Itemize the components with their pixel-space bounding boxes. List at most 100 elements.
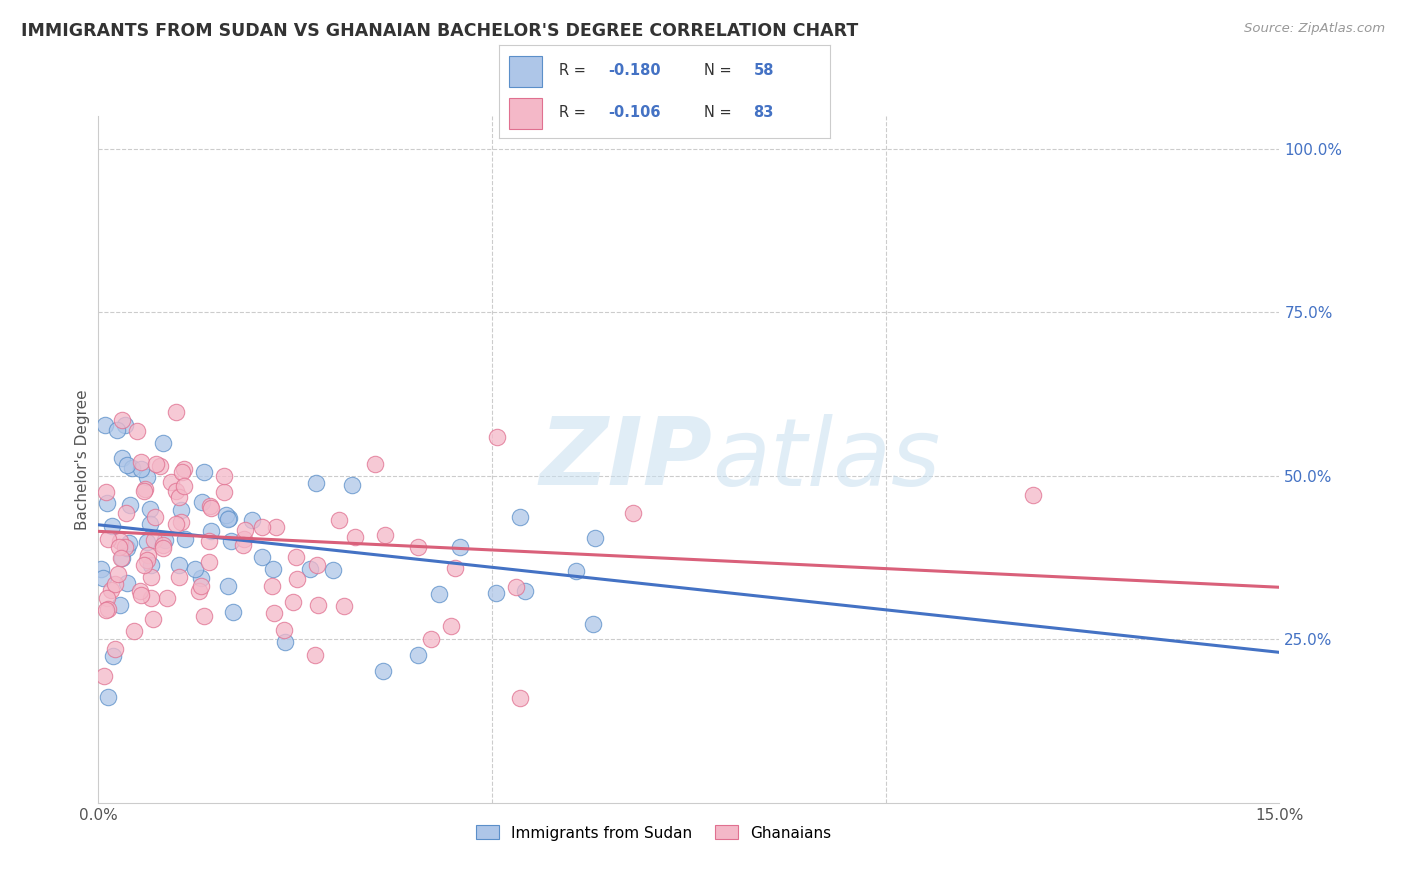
Point [139,591,162,605]
Point [284,550,307,565]
Point [103,577,125,591]
Point [509,509,531,524]
Point [118,536,141,550]
Point [262,562,284,576]
Point [152,541,174,556]
Text: -0.106: -0.106 [609,105,661,120]
Point [328,513,350,527]
Point [582,617,605,632]
Point [307,558,329,572]
Point [136,552,159,566]
Point [307,598,329,612]
Point [104,641,127,656]
Y-axis label: Bachelor's Degree: Bachelor's Degree [75,389,90,530]
Point [200,524,222,538]
Point [107,566,129,581]
Point [190,571,212,585]
Point [583,532,606,546]
Point [274,634,297,648]
Point [214,485,236,500]
Point [136,535,159,549]
Point [117,458,139,472]
Point [129,588,152,602]
Point [121,460,143,475]
Point [200,500,222,515]
Text: R =: R = [558,105,591,120]
Point [198,555,221,569]
Point [449,540,471,554]
Point [505,581,527,595]
Point [304,648,326,662]
Point [94,417,117,432]
Point [110,550,132,565]
Point [96,591,118,605]
Text: ZIP: ZIP [540,413,713,506]
Point [344,530,367,544]
Point [187,583,209,598]
Point [250,520,273,534]
Point [232,538,254,552]
Point [263,606,285,620]
Point [198,499,221,513]
Point [260,579,283,593]
Point [132,483,155,498]
Point [152,436,174,450]
Point [114,418,136,433]
Point [136,548,159,562]
Point [167,558,190,572]
Point [305,475,328,490]
Point [105,423,128,437]
Point [406,648,429,662]
Point [134,558,156,572]
Point [250,549,273,564]
Point [322,563,344,577]
Point [142,612,165,626]
Point [108,599,131,613]
Text: 58: 58 [754,63,775,78]
Point [191,495,214,509]
Point [217,579,239,593]
Point [139,501,162,516]
Point [184,562,207,576]
Text: 83: 83 [754,105,773,120]
Point [406,540,429,554]
Point [420,632,443,647]
Point [219,534,242,549]
FancyBboxPatch shape [509,56,543,87]
Legend: Immigrants from Sudan, Ghanaians: Immigrants from Sudan, Ghanaians [470,820,838,847]
Point [143,510,166,524]
Point [127,424,149,438]
Text: -0.180: -0.180 [609,63,661,78]
Text: atlas: atlas [713,414,941,505]
Point [513,583,536,598]
Point [193,609,215,624]
Point [111,550,134,565]
Point [169,490,191,504]
Text: R =: R = [558,63,591,78]
Point [153,533,176,547]
Point [97,532,120,546]
Point [340,477,363,491]
Point [94,485,117,500]
Point [139,517,162,532]
Point [217,512,239,526]
Point [173,532,195,546]
Point [298,562,321,576]
Point [93,668,115,682]
Point [90,562,112,576]
Point [114,540,136,554]
Point [143,533,166,547]
Point [173,479,195,493]
Point [170,465,193,479]
Point [149,458,172,473]
Point [131,455,153,469]
Point [100,519,122,533]
Point [485,430,508,444]
Point [427,587,450,601]
Point [134,482,156,496]
Point [218,510,240,524]
Point [169,503,191,517]
Point [214,468,236,483]
Point [1022,488,1045,502]
Text: Source: ZipAtlas.com: Source: ZipAtlas.com [1244,22,1385,36]
